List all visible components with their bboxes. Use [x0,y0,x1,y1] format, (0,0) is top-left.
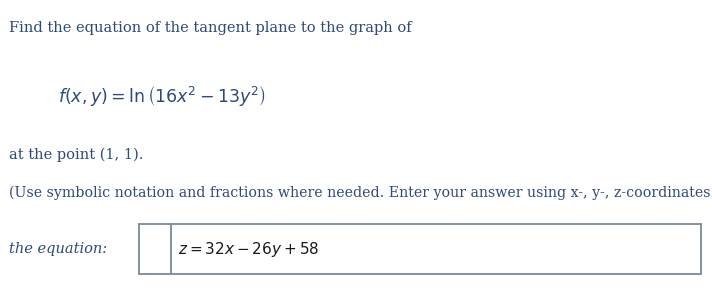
Text: the equation:: the equation: [9,242,107,256]
Text: Find the equation of the tangent plane to the graph of: Find the equation of the tangent plane t… [9,21,411,35]
FancyBboxPatch shape [139,224,701,274]
Text: $f(x, y) = \ln\left(16x^2 - 13y^2\right)$: $f(x, y) = \ln\left(16x^2 - 13y^2\right)… [58,83,266,108]
Text: $z = 32x - 26y + 58$: $z = 32x - 26y + 58$ [178,240,320,259]
Text: at the point (1, 1).: at the point (1, 1). [9,148,143,162]
Text: (Use symbolic notation and fractions where needed. Enter your answer using x-, y: (Use symbolic notation and fractions whe… [9,186,712,200]
